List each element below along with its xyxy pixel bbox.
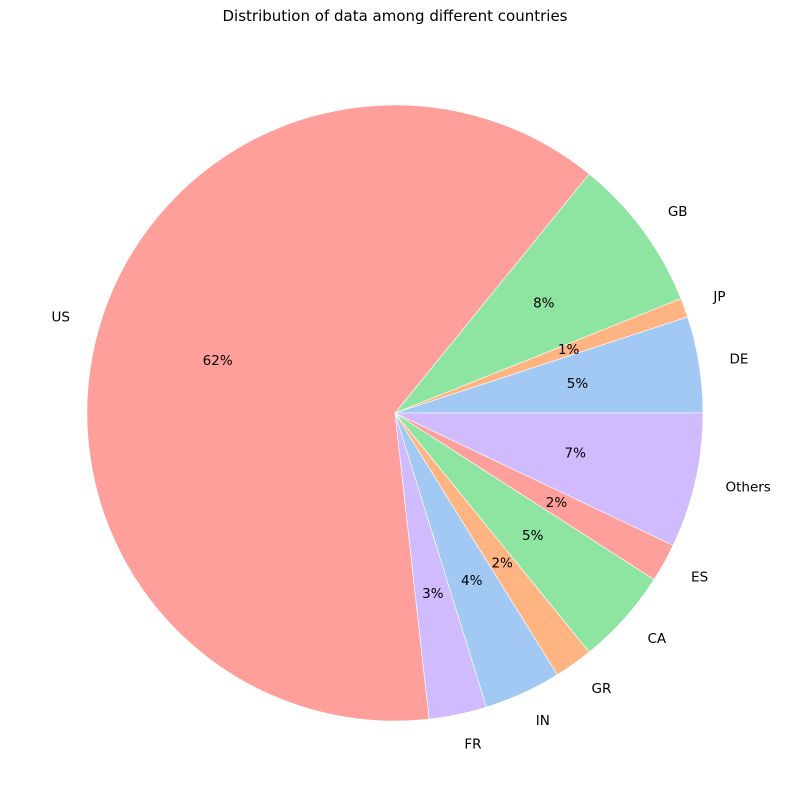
category-label-in: IN: [536, 713, 550, 729]
pct-label-jp: 1%: [558, 342, 580, 358]
pct-label-us: 62%: [203, 353, 233, 369]
category-label-gb: GB: [668, 204, 688, 220]
category-label-us: US: [51, 310, 69, 326]
pct-label-gr: 2%: [491, 556, 513, 572]
chart-title: Distribution of data among different cou…: [222, 7, 568, 25]
pct-label-es: 2%: [546, 495, 568, 511]
category-label-es: ES: [691, 570, 708, 586]
category-label-jp: JP: [712, 289, 725, 305]
category-label-de: DE: [730, 351, 749, 367]
category-label-fr: FR: [464, 737, 481, 753]
pie-slice-others: [394, 412, 704, 546]
pct-label-fr: 3%: [422, 586, 444, 602]
pct-label-in: 4%: [461, 573, 483, 589]
category-label-others: Others: [725, 480, 770, 496]
pct-label-others: 7%: [565, 446, 587, 462]
category-label-ca: CA: [647, 631, 666, 647]
category-label-gr: GR: [592, 681, 612, 697]
pct-label-ca: 5%: [522, 528, 544, 544]
pct-label-de: 5%: [567, 376, 589, 392]
pie-slice-gb: [394, 173, 682, 414]
pie-slice-us: [86, 104, 590, 722]
pct-label-gb: 8%: [533, 295, 555, 311]
